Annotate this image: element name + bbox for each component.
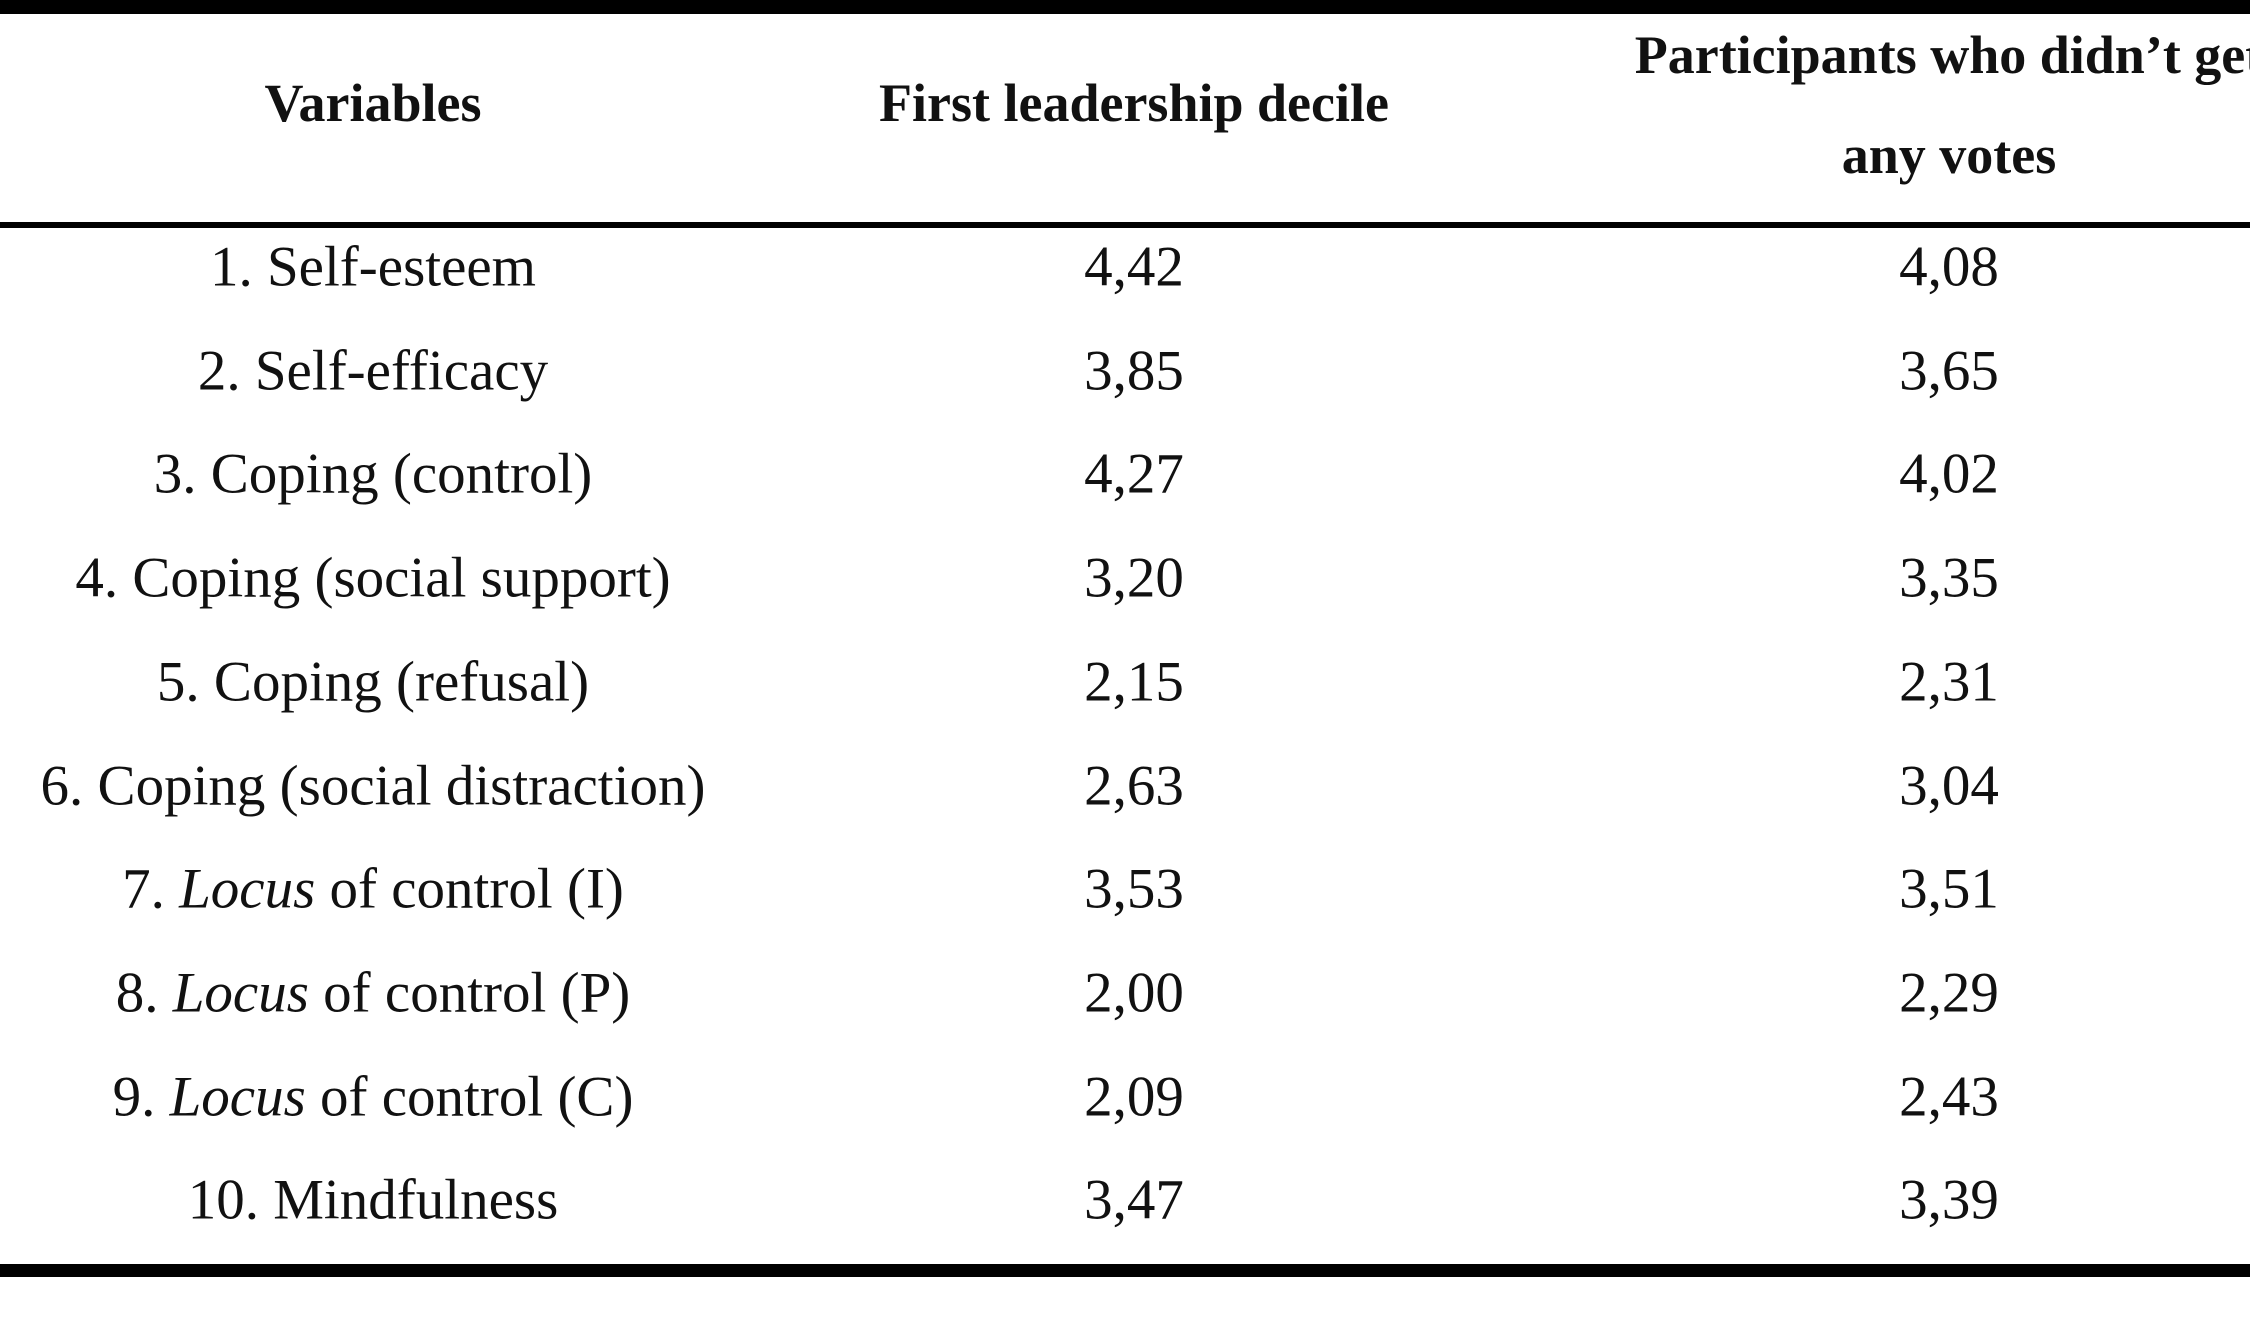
value-cell: 3,47 xyxy=(1084,1168,1184,1232)
row-label: 1. Self-esteem xyxy=(209,235,537,299)
value-cell: 3,65 xyxy=(1899,339,1999,403)
value-cell: 3,39 xyxy=(1899,1168,1999,1232)
value-cell: 2,63 xyxy=(1084,754,1184,817)
value-cell: 4,02 xyxy=(1899,442,1999,506)
value-cell: 2,15 xyxy=(1084,650,1184,714)
row-label: 2. Self-efficacy xyxy=(197,339,549,403)
row-label: 4. Coping (social support) xyxy=(75,546,671,610)
top-rule xyxy=(0,0,2250,14)
row-label: 8. Locus of control (P) xyxy=(115,961,631,1025)
header-cell: Variables xyxy=(264,73,482,133)
value-cell: 4,08 xyxy=(1899,235,1999,299)
value-cell: 4,42 xyxy=(1084,235,1184,299)
row-label: 10. Mindfulness xyxy=(187,1168,559,1232)
header-cell: Participants who didn’t get xyxy=(1634,25,2250,85)
header-rule xyxy=(0,222,2250,228)
bottom-rule xyxy=(0,1264,2250,1277)
value-cell: 2,43 xyxy=(1899,1065,1999,1129)
row-label: 9. Locus of control (C) xyxy=(112,1065,634,1129)
value-cell: 3,20 xyxy=(1084,546,1184,610)
header-cell: any votes xyxy=(1841,125,2057,185)
value-cell: 3,04 xyxy=(1899,754,1999,817)
value-cell: 2,29 xyxy=(1899,961,1999,1025)
row-label: 3. Coping (control) xyxy=(153,442,593,506)
value-cell: 3,35 xyxy=(1899,546,1999,610)
value-cell: 3,51 xyxy=(1899,857,1999,921)
value-cell: 2,00 xyxy=(1084,961,1184,1025)
header-cell: First leadership decile xyxy=(879,73,1389,133)
row-label: 6. Coping (social distraction) xyxy=(40,754,706,817)
row-label: 7. Locus of control (I) xyxy=(122,857,624,921)
value-cell: 3,85 xyxy=(1084,339,1184,403)
value-cell: 3,53 xyxy=(1084,857,1184,921)
value-cell: 2,09 xyxy=(1084,1065,1184,1129)
value-cell: 2,31 xyxy=(1899,650,1999,714)
value-cell: 4,27 xyxy=(1084,442,1184,506)
row-label: 5. Coping (refusal) xyxy=(156,650,590,714)
